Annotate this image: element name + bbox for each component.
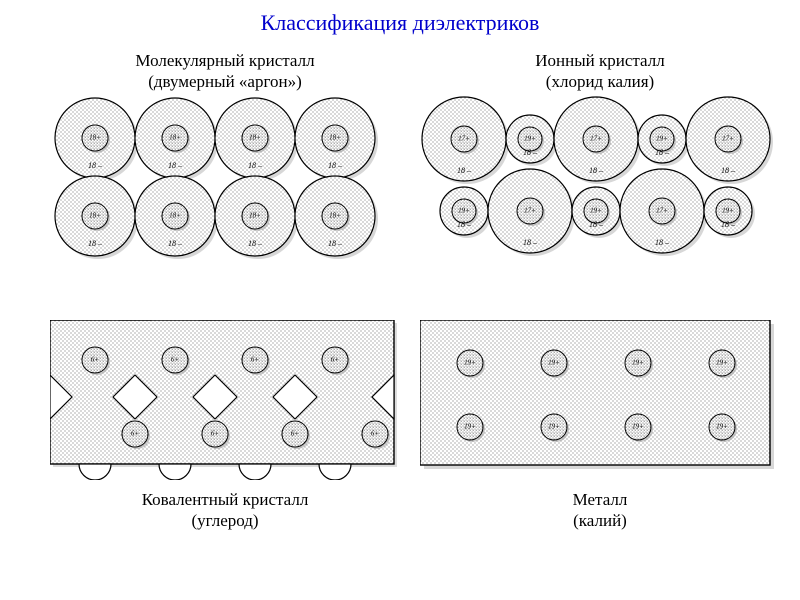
svg-text:18 –: 18 – (248, 160, 263, 169)
svg-text:18 –: 18 – (248, 238, 263, 247)
metal-label-2: (калий) (573, 511, 627, 530)
covalent-label-1: Ковалентный кристалл (142, 490, 309, 509)
svg-text:18+: 18+ (89, 133, 101, 141)
svg-text:18 –: 18 – (523, 237, 538, 246)
svg-text:18 –: 18 – (88, 238, 103, 247)
svg-text:18 –: 18 – (655, 147, 670, 156)
svg-text:19+: 19+ (722, 206, 734, 214)
svg-text:19+: 19+ (464, 359, 476, 367)
svg-text:18 –: 18 – (721, 165, 736, 174)
covalent-diagram: 6+ 6+ 6+ 6+ 6+ 6+ 6+ 6+ (50, 320, 400, 480)
svg-text:18+: 18+ (329, 211, 341, 219)
svg-text:18 –: 18 – (721, 219, 736, 228)
svg-text:6+: 6+ (291, 430, 300, 438)
svg-text:18+: 18+ (89, 211, 101, 219)
svg-text:17+: 17+ (524, 206, 536, 214)
svg-text:19+: 19+ (464, 423, 476, 431)
svg-text:19+: 19+ (458, 206, 470, 214)
covalent-label-2: (углерод) (191, 511, 258, 530)
svg-text:18 –: 18 – (457, 219, 472, 228)
ionic-label: Ионный кристалл (хлорид калия) (420, 50, 780, 93)
svg-text:6+: 6+ (91, 356, 100, 364)
svg-text:19+: 19+ (524, 134, 536, 142)
svg-text:18 –: 18 – (328, 160, 343, 169)
ionic-diagram: 17+ 18 – 19+ 18 – 17+ 18 – 19+ 18 – 17+ 18 – 19+ 18… (420, 93, 780, 268)
molecular-label-2: (двумерный «аргон») (148, 72, 302, 91)
svg-text:19+: 19+ (716, 423, 728, 431)
ionic-label-1: Ионный кристалл (535, 51, 664, 70)
svg-text:17+: 17+ (722, 134, 734, 142)
svg-text:17+: 17+ (656, 206, 668, 214)
svg-text:18+: 18+ (249, 133, 261, 141)
panel-molecular: Молекулярный кристалл (двумерный «аргон»… (50, 50, 400, 273)
svg-text:18 –: 18 – (589, 165, 604, 174)
svg-text:18 –: 18 – (328, 238, 343, 247)
svg-text:19+: 19+ (548, 359, 560, 367)
covalent-label: Ковалентный кристалл (углерод) (50, 489, 400, 532)
svg-text:18 –: 18 – (168, 238, 183, 247)
svg-text:18+: 18+ (249, 211, 261, 219)
panel-metal: 19+ 19+ 19+ 19+ 19+ 19+ 19+ 19+ Металл (калий) (420, 320, 780, 532)
svg-text:19+: 19+ (716, 359, 728, 367)
svg-text:18+: 18+ (169, 133, 181, 141)
svg-text:18 –: 18 – (589, 219, 604, 228)
molecular-label-1: Молекулярный кристалл (135, 51, 314, 70)
panel-covalent: 6+ 6+ 6+ 6+ 6+ 6+ 6+ 6+ Ковалентный кристалл (у… (50, 320, 400, 532)
page-title: Классификация диэлектриков (0, 0, 800, 36)
molecular-diagram: 18+ 18 – 18+ 18 – 18+ 18 – 18+ 18 – 18+ 18 – 18+ 18… (50, 93, 400, 268)
svg-text:6+: 6+ (251, 356, 260, 364)
svg-text:19+: 19+ (590, 206, 602, 214)
metal-label: Металл (калий) (420, 489, 780, 532)
svg-text:17+: 17+ (458, 134, 470, 142)
panel-ionic: Ионный кристалл (хлорид калия) 17+ 18 – 19… (420, 50, 780, 273)
svg-text:6+: 6+ (131, 430, 140, 438)
svg-text:19+: 19+ (632, 359, 644, 367)
svg-text:19+: 19+ (632, 423, 644, 431)
metal-diagram: 19+ 19+ 19+ 19+ 19+ 19+ 19+ 19+ (420, 320, 780, 480)
svg-text:18 –: 18 – (88, 160, 103, 169)
metal-label-1: Металл (573, 490, 628, 509)
svg-text:18 –: 18 – (655, 237, 670, 246)
svg-text:18 –: 18 – (523, 147, 538, 156)
svg-text:19+: 19+ (656, 134, 668, 142)
svg-text:18+: 18+ (169, 211, 181, 219)
svg-text:17+: 17+ (590, 134, 602, 142)
svg-text:6+: 6+ (371, 430, 380, 438)
svg-text:18+: 18+ (329, 133, 341, 141)
svg-text:6+: 6+ (171, 356, 180, 364)
ionic-label-2: (хлорид калия) (546, 72, 654, 91)
svg-text:6+: 6+ (331, 356, 340, 364)
svg-text:18 –: 18 – (457, 165, 472, 174)
svg-text:6+: 6+ (211, 430, 220, 438)
svg-text:18 –: 18 – (168, 160, 183, 169)
svg-text:19+: 19+ (548, 423, 560, 431)
page: Классификация диэлектриков Молекулярный … (0, 0, 800, 600)
molecular-label: Молекулярный кристалл (двумерный «аргон»… (50, 50, 400, 93)
